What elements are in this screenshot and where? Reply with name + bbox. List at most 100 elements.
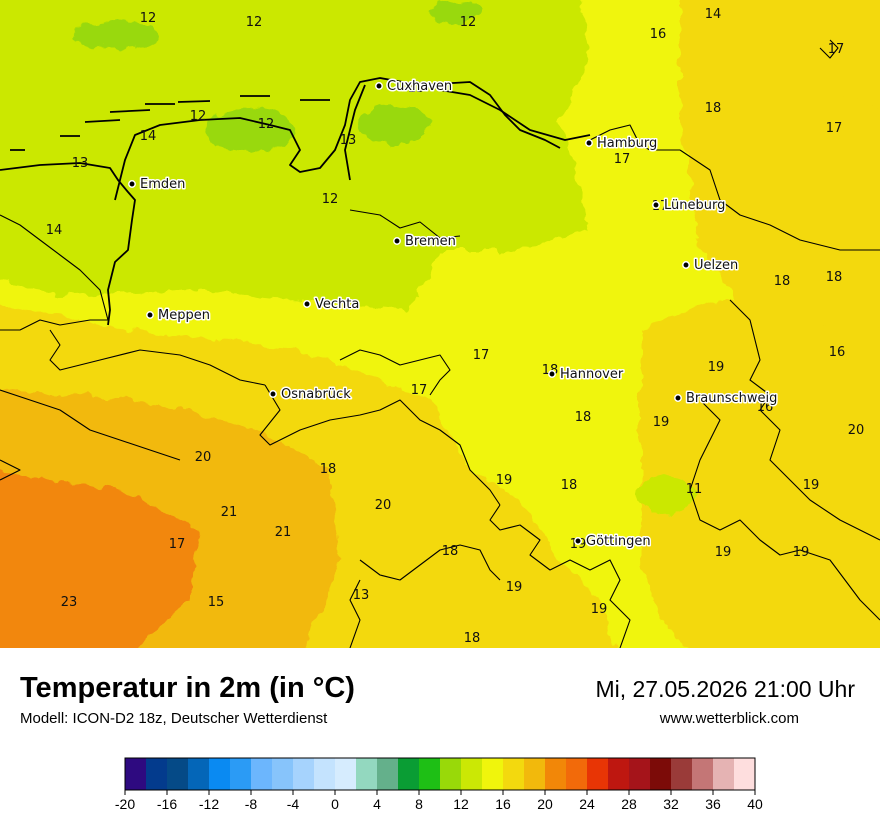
city-label: Cuxhaven bbox=[387, 79, 452, 94]
legend-swatch bbox=[524, 758, 546, 790]
temperature-value: 11 bbox=[686, 482, 703, 497]
legend-tick-label: 40 bbox=[747, 796, 763, 812]
temperature-value: 18 bbox=[774, 274, 791, 289]
city-osnabr-ck: Osnabrück bbox=[269, 386, 353, 404]
city-dot bbox=[574, 537, 582, 545]
legend-swatch bbox=[272, 758, 294, 790]
legend-tick-label: 8 bbox=[415, 796, 423, 812]
temperature-value: 12 bbox=[246, 15, 263, 30]
city-label: Hamburg bbox=[597, 136, 657, 151]
city-label: Lüneburg bbox=[664, 198, 725, 213]
temperature-value: 20 bbox=[375, 498, 392, 513]
temperature-value: 20 bbox=[848, 423, 865, 438]
legend-swatch bbox=[377, 758, 399, 790]
temperature-value: 18 bbox=[442, 544, 459, 559]
temperature-value: 17 bbox=[411, 383, 428, 398]
city-label: Bremen bbox=[405, 234, 456, 249]
legend-swatch bbox=[230, 758, 252, 790]
legend-swatch bbox=[335, 758, 357, 790]
city-dot bbox=[269, 390, 277, 398]
temperature-value: 17 bbox=[826, 121, 843, 136]
legend-swatch bbox=[503, 758, 525, 790]
temperature-value: 18 bbox=[575, 410, 592, 425]
legend-tick-label: 28 bbox=[621, 796, 637, 812]
temperature-value: 15 bbox=[208, 595, 225, 610]
legend-tick-label: -4 bbox=[287, 796, 300, 812]
legend-swatch bbox=[440, 758, 462, 790]
legend-tick-label: 32 bbox=[663, 796, 679, 812]
legend-tick-label: -16 bbox=[157, 796, 177, 812]
city-dot bbox=[674, 394, 682, 402]
city-label: Hannover bbox=[560, 367, 624, 382]
city-vechta: Vechta bbox=[303, 296, 361, 314]
city-braunschweig: Braunschweig bbox=[674, 390, 779, 408]
legend-swatch bbox=[125, 758, 147, 790]
temperature-value: 16 bbox=[829, 345, 846, 360]
legend-frame bbox=[124, 757, 756, 791]
temperature-value: 19 bbox=[803, 478, 820, 493]
temperature-value: 17 bbox=[614, 152, 631, 167]
city-label: Emden bbox=[140, 177, 185, 192]
legend-tick-label: -8 bbox=[245, 796, 258, 812]
legend-swatch bbox=[419, 758, 441, 790]
city-dot bbox=[682, 261, 690, 269]
legend-tick-label: -12 bbox=[199, 796, 219, 812]
temperature-map: 12 12 12 14 16 17 13 12 14 12 13 18 17 13 17 12 17 14 18 18… bbox=[0, 0, 880, 648]
temperature-value: 17 bbox=[473, 348, 490, 363]
temperature-field bbox=[0, 0, 880, 648]
forecast-datetime: Mi, 27.05.2026 21:00 Uhr bbox=[595, 676, 855, 702]
state-borders bbox=[0, 39, 880, 648]
legend-tick-label: 0 bbox=[331, 796, 339, 812]
city-dot bbox=[146, 311, 154, 319]
legend-swatch bbox=[734, 758, 756, 790]
temperature-value: 19 bbox=[506, 580, 523, 595]
city-hamburg: Hamburg bbox=[585, 135, 659, 153]
model-info: Modell: ICON-D2 18z, Deutscher Wetterdie… bbox=[20, 710, 328, 727]
temperature-value: 17 bbox=[169, 537, 186, 552]
temperature-value: 19 bbox=[708, 360, 725, 375]
city-l-neburg: Lüneburg bbox=[652, 197, 727, 215]
temperature-value: 13 bbox=[340, 133, 357, 148]
temperature-value: 23 bbox=[61, 595, 78, 610]
website-link[interactable]: www.wetterblick.com bbox=[659, 710, 799, 727]
legend-swatch bbox=[692, 758, 714, 790]
legend-tick-label: 12 bbox=[453, 796, 469, 812]
city-meppen: Meppen bbox=[146, 307, 211, 325]
temperature-value: 19 bbox=[591, 602, 608, 617]
city-dot bbox=[652, 201, 660, 209]
temperature-value: 17 bbox=[828, 42, 845, 57]
legend-swatch bbox=[671, 758, 693, 790]
legend-swatch bbox=[251, 758, 273, 790]
city-dot bbox=[375, 82, 383, 90]
temperature-value: 13 bbox=[353, 588, 370, 603]
city-label: Osnabrück bbox=[281, 387, 351, 402]
temperature-value: 12 bbox=[258, 117, 275, 132]
temperature-value: 16 bbox=[650, 27, 667, 42]
city-label: Vechta bbox=[315, 297, 359, 312]
temperature-value: 18 bbox=[561, 478, 578, 493]
city-emden: Emden bbox=[128, 176, 187, 194]
city-label: Göttingen bbox=[586, 534, 651, 549]
city-label: Meppen bbox=[158, 308, 210, 323]
legend-swatch bbox=[587, 758, 609, 790]
legend-tick-label: 16 bbox=[495, 796, 511, 812]
legend-tick-label: 20 bbox=[537, 796, 553, 812]
city-dot bbox=[585, 139, 593, 147]
legend-swatch bbox=[629, 758, 651, 790]
temperature-value: 14 bbox=[140, 129, 157, 144]
temperature-value: 12 bbox=[460, 15, 477, 30]
city-uelzen: Uelzen bbox=[682, 257, 740, 275]
temperature-value: 14 bbox=[705, 7, 722, 22]
color-legend: -20 -16 -12 -8 -4 0 4 8 12 16 20 24 28 32 36 40 bbox=[115, 757, 763, 812]
legend-tick-label: 4 bbox=[373, 796, 381, 812]
temperature-value: 19 bbox=[653, 415, 670, 430]
legend-swatch bbox=[356, 758, 378, 790]
temperature-value: 19 bbox=[715, 545, 732, 560]
temperature-value: 12 bbox=[140, 11, 157, 26]
legend-tick-label: 24 bbox=[579, 796, 595, 812]
coastline bbox=[0, 77, 591, 326]
legend-swatch bbox=[209, 758, 231, 790]
legend-swatch bbox=[146, 758, 168, 790]
temperature-value: 21 bbox=[221, 505, 238, 520]
legend-swatch bbox=[461, 758, 483, 790]
